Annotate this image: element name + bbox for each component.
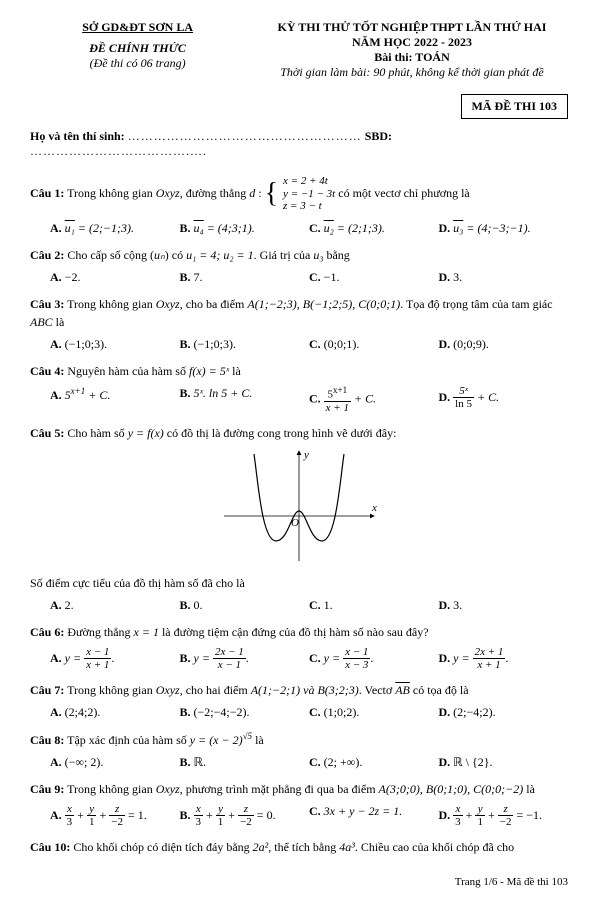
q1-b: B. u₄ = (4;3;1). [180,219,310,238]
q1-oxyz: Oxyz [156,186,180,200]
header-left: SỞ GD&ĐT SƠN LA ĐỀ CHÍNH THỨC (Đề thi có… [30,20,245,80]
candidate-info: Họ và tên thí sinh: ……………………………………………… S… [30,129,568,159]
q2-a: Cho cấp số cộng ( [67,248,154,262]
q7-b: B. (−2;−4;−2). [180,703,310,722]
q8-b: B. ℝ. [180,753,310,772]
q2-d: D. 3. [439,268,569,287]
question-8: Câu 8: Tập xác định của hàm số y = (x − … [30,730,568,749]
q1-text-a: Trong không gian [67,186,156,200]
q3-d: D. (0;0;9). [439,335,569,354]
q8-a: A. (−∞; 2). [50,753,180,772]
footer: Trang 1/6 - Mã đề thi 103 [30,876,568,888]
q4-options: A. 5x+1 + C. B. 5ˣ. ln 5 + C. C. 5x+1x +… [50,384,568,416]
q4-d: D. 5ˣln 5 + C. [439,384,569,416]
question-7: Câu 7: Trong không gian Oxyz, cho hai đi… [30,681,568,699]
header-right: KỲ THI THỬ TỐT NGHIỆP THPT LẦN THỨ HAI N… [256,20,568,80]
q9-options: A. x3 + y1 + z−2 = 1. B. x3 + y1 + z−2 =… [50,802,568,830]
q1-a: A. u₁ = (2;−1;3). [50,219,180,238]
q5-options: A. 2. B. 0. C. 1. D. 3. [50,596,568,615]
q1-sys3: z = 3 − t [283,200,335,213]
exam-year: NĂM HỌC 2022 - 2023 [256,35,568,50]
q6-options: A. y = x − 1x + 1. B. y = 2x − 1x − 1. C… [50,645,568,673]
time: Thời gian làm bài: 90 phút, không kể thờ… [256,65,568,80]
q1-sys2: y = −1 − 3t [283,188,335,201]
question-10: Câu 10: Cho khối chóp có diện tích đáy b… [30,838,568,856]
q1-d: D. u₃ = (4;−3;−1). [439,219,569,238]
q1-text-c: : [255,186,264,200]
q6-a: A. y = x − 1x + 1. [50,645,180,673]
q6-b: B. y = 2x − 1x − 1. [180,645,310,673]
org: SỞ GD&ĐT SƠN LA [30,20,245,35]
name-dots: ……………………………………………… [128,129,362,143]
q3-b: B. (−1;0;3). [180,335,310,354]
q2-a: A. −2. [50,268,180,287]
q9-c: C. 3x + y − 2z = 1. [309,802,439,830]
q1-text-b: , đường thẳng [180,186,250,200]
q9-d: D. x3 + y1 + z−2 = −1. [439,802,569,830]
pages-note: (Đề thi có 06 trang) [30,56,245,71]
q1-brace: { [265,173,278,215]
q9-b: B. x3 + y1 + z−2 = 0. [180,802,310,830]
q8-options: A. (−∞; 2). B. ℝ. C. (2; +∞). D. ℝ \ {2}… [50,753,568,772]
exam-header: SỞ GD&ĐT SƠN LA ĐỀ CHÍNH THỨC (Đề thi có… [30,20,568,80]
q9-a: A. x3 + y1 + z−2 = 1. [50,802,180,830]
q4-c: C. 5x+1x + 1 + C. [309,384,439,416]
q2-c: C. −1. [309,268,439,287]
q3-a: A. (−1;0;3). [50,335,180,354]
ma-de: MÃ ĐỀ THI 103 [461,94,568,119]
q5-d: D. 3. [439,596,569,615]
q1-system: x = 2 + 4t y = −1 − 3t z = 3 − t [283,175,335,213]
q1-c: C. u₂ = (2;1;3). [309,219,439,238]
q1-options: A. u₁ = (2;−1;3). B. u₄ = (4;3;1). C. u₂… [50,219,568,238]
q7-options: A. (2;4;2). B. (−2;−4;−2). C. (1;0;2). D… [50,703,568,722]
question-5: Câu 5: Cho hàm số y = f(x) có đồ thị là … [30,424,568,442]
q3-options: A. (−1;0;3). B. (−1;0;3). C. (0;0;1). D.… [50,335,568,354]
question-2: Câu 2: Cho cấp số cộng (uₙ) có u₁ = 4; u… [30,246,568,264]
q4-a: A. 5x+1 + C. [50,384,180,416]
q2-options: A. −2. B. 7. C. −1. D. 3. [50,268,568,287]
official: ĐỀ CHÍNH THỨC [30,41,245,56]
svg-text:y: y [303,449,309,461]
question-1: Câu 1: Trong không gian Oxyz, đường thẳn… [30,173,568,215]
question-6: Câu 6: Đường thẳng x = 1 là đường tiệm c… [30,623,568,641]
q1-text-d: có một vectơ chỉ phương là [338,186,470,200]
question-3: Câu 3: Trong không gian Oxyz, cho ba điể… [30,295,568,331]
question-9: Câu 9: Trong không gian Oxyz, phương trì… [30,780,568,798]
q5-b: B. 0. [180,596,310,615]
q2-label: Câu 2: [30,248,64,262]
q2-b: B. 7. [180,268,310,287]
q8-c: C. (2; +∞). [309,753,439,772]
q6-d: D. y = 2x + 1x + 1. [439,645,569,673]
q1-label: Câu 1: [30,186,64,200]
q5-c: C. 1. [309,596,439,615]
q7-a: A. (2;4;2). [50,703,180,722]
sbd-dots: ……………………………….…. [30,144,207,158]
q1-sys1: x = 2 + 4t [283,175,335,188]
sbd-label: SBD: [365,129,392,143]
q3-c: C. (0;0;1). [309,335,439,354]
q7-d: D. (2;−4;2). [439,703,569,722]
subject: Bài thi: TOÁN [256,50,568,65]
q5-subtext: Số điểm cực tiểu của đồ thị hàm số đã ch… [30,574,568,592]
q5-a: A. 2. [50,596,180,615]
q5-graph: x y O [214,446,384,566]
q6-c: C. y = x − 1x − 3. [309,645,439,673]
q7-c: C. (1;0;2). [309,703,439,722]
q8-d: D. ℝ \ {2}. [439,753,569,772]
question-4: Câu 4: Nguyên hàm của hàm số f(x) = 5ˣ l… [30,362,568,380]
name-label: Họ và tên thí sinh: [30,129,125,143]
svg-text:x: x [371,502,377,514]
q4-b: B. 5ˣ. ln 5 + C. [180,384,310,416]
exam-title: KỲ THI THỬ TỐT NGHIỆP THPT LẦN THỨ HAI [256,20,568,35]
